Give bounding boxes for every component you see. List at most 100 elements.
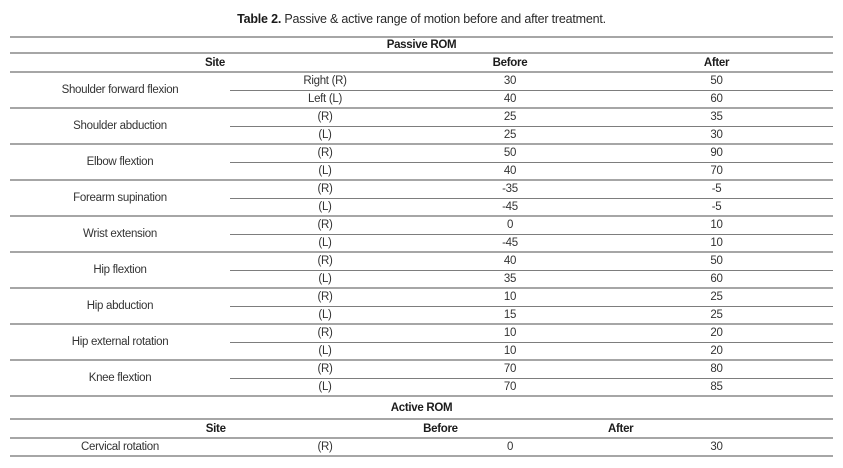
after-value: 80	[600, 360, 834, 379]
after-value: 35	[600, 108, 834, 127]
table-caption-text: Passive & active range of motion before …	[281, 12, 606, 26]
side-value: (R)	[230, 360, 420, 379]
passive-data-row: (L) -45 10	[10, 234, 834, 253]
passive-data-row: Hip flextion (R) 40 50	[10, 252, 834, 289]
passive-data-row: (L) 10 20	[10, 342, 834, 361]
table-caption-number: Table 2.	[237, 12, 282, 26]
site-label: Shoulder abduction	[10, 108, 230, 145]
side-value: (L)	[230, 234, 420, 253]
side-value: (R)	[230, 144, 420, 163]
before-value: 40	[420, 90, 600, 109]
before-value: 50	[420, 144, 600, 163]
side-value: (L)	[230, 378, 420, 397]
side-value: (L)	[230, 306, 420, 325]
active-data-row: Cervical rotation (R) 0 30	[10, 438, 834, 457]
before-value: 0	[420, 216, 600, 235]
active-header-site: Site	[205, 422, 226, 435]
side-value: (R)	[230, 216, 420, 235]
after-value: 50	[600, 72, 834, 91]
before-value: -45	[420, 198, 600, 217]
side-value: Left (L)	[230, 90, 420, 109]
passive-data-row: (L) 35 60	[10, 270, 834, 289]
after-value: -5	[600, 198, 834, 217]
active-header-before: Before	[423, 422, 458, 435]
site-label: Elbow flextion	[10, 144, 230, 181]
active-header-after: After	[608, 422, 634, 435]
before-value: -45	[420, 234, 600, 253]
after-value: 10	[600, 216, 834, 235]
before-value: 10	[420, 342, 600, 361]
site-label: Wrist extension	[10, 216, 230, 253]
side-value: (R)	[230, 108, 420, 127]
after-value: 20	[600, 342, 834, 361]
passive-data-row: Elbow flextion (R) 50 90	[10, 144, 834, 181]
after-value: 20	[600, 324, 834, 343]
side-value: (L)	[230, 162, 420, 181]
site-label: Knee flextion	[10, 360, 230, 397]
side-value: (R)	[230, 288, 420, 307]
passive-header-before: Before	[420, 53, 600, 73]
after-value: 50	[600, 252, 834, 271]
side-value: (L)	[230, 198, 420, 217]
before-value: 70	[420, 378, 600, 397]
passive-data-row: (L) 25 30	[10, 126, 834, 145]
side-value: (L)	[230, 342, 420, 361]
active-header-cell: Site Before After	[10, 419, 834, 439]
table-caption: Table 2. Passive & active range of motio…	[0, 10, 843, 28]
active-header-row: Site Before After	[10, 419, 834, 439]
passive-rom-section-row: Passive ROM	[10, 36, 834, 54]
passive-data-row: (L) 15 25	[10, 306, 834, 325]
after-value: -5	[600, 180, 834, 199]
passive-data-row: Hip external rotation (R) 10 20	[10, 324, 834, 361]
active-rom-section-title: Active ROM	[10, 396, 834, 420]
after-value: 10	[600, 234, 834, 253]
passive-data-row: Left (L) 40 60	[10, 90, 834, 109]
passive-header-row: Site Before After	[10, 53, 834, 73]
before-value: 40	[420, 252, 600, 271]
after-value: 25	[600, 288, 834, 307]
after-value: 60	[600, 270, 834, 289]
after-value: 30	[600, 126, 834, 145]
after-value: 60	[600, 90, 834, 109]
site-label: Hip external rotation	[10, 324, 230, 361]
side-value: (R)	[230, 180, 420, 199]
side-value: (L)	[230, 126, 420, 145]
before-value: 70	[420, 360, 600, 379]
after-value: 85	[600, 378, 834, 397]
site-label: Hip flextion	[10, 252, 230, 289]
passive-data-row: Shoulder forward flexion Right (R) 30 50	[10, 72, 834, 109]
site-label: Forearm supination	[10, 180, 230, 217]
range-of-motion-table: Passive ROM Site Before After Shoulder f…	[10, 36, 834, 457]
side-value: Right (R)	[230, 72, 420, 91]
passive-data-row: Shoulder abduction (R) 25 35	[10, 108, 834, 145]
passive-data-row: (L) 70 85	[10, 378, 834, 397]
after-value: 30	[600, 438, 834, 457]
site-label: Shoulder forward flexion	[10, 72, 230, 109]
after-value: 70	[600, 162, 834, 181]
passive-data-row: Knee flextion (R) 70 80	[10, 360, 834, 397]
site-label: Hip abduction	[10, 288, 230, 325]
before-value: 25	[420, 126, 600, 145]
passive-data-row: (L) -45 -5	[10, 198, 834, 217]
before-value: 15	[420, 306, 600, 325]
before-value: 30	[420, 72, 600, 91]
after-value: 90	[600, 144, 834, 163]
side-value: (R)	[230, 438, 420, 457]
before-value: 35	[420, 270, 600, 289]
active-rom-section-row: Active ROM	[10, 396, 834, 420]
site-label: Cervical rotation	[10, 438, 230, 457]
passive-data-row: Hip abduction (R) 10 25	[10, 288, 834, 325]
passive-rom-section-title: Passive ROM	[10, 36, 834, 54]
before-value: 25	[420, 108, 600, 127]
before-value: -35	[420, 180, 600, 199]
before-value: 0	[420, 438, 600, 457]
passive-data-row: Wrist extension (R) 0 10	[10, 216, 834, 253]
side-value: (L)	[230, 270, 420, 289]
passive-data-row: Forearm supination (R) -35 -5	[10, 180, 834, 217]
before-value: 10	[420, 288, 600, 307]
after-value: 25	[600, 306, 834, 325]
before-value: 40	[420, 162, 600, 181]
passive-data-row: (L) 40 70	[10, 162, 834, 181]
passive-header-after: After	[600, 53, 834, 73]
